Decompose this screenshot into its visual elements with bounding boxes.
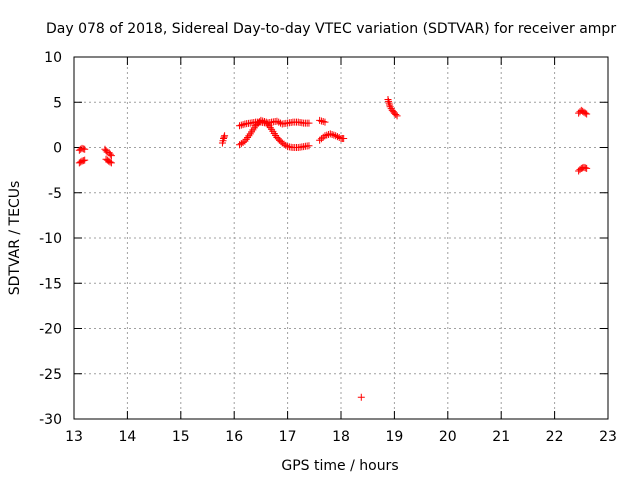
y-tick-label: -20 xyxy=(39,322,62,338)
data-point xyxy=(583,164,591,172)
data-point xyxy=(220,133,228,141)
data-points xyxy=(75,96,591,401)
data-point xyxy=(326,130,334,138)
x-tick-label: 17 xyxy=(279,429,297,445)
data-point xyxy=(236,141,244,149)
data-point xyxy=(239,138,247,146)
data-point xyxy=(262,118,270,126)
data-point xyxy=(384,96,392,104)
data-point xyxy=(257,116,265,124)
data-point xyxy=(583,110,591,118)
data-point xyxy=(107,159,115,167)
data-point xyxy=(328,131,336,139)
y-tick-label: -10 xyxy=(39,231,62,247)
x-axis: 13 14 15 16 17 18 19 20 21 22 23 xyxy=(65,57,617,445)
data-point xyxy=(319,133,327,141)
data-point xyxy=(305,142,313,150)
data-point xyxy=(236,122,244,130)
data-point xyxy=(107,152,115,160)
x-tick-label: 13 xyxy=(65,429,83,445)
x-tick-label: 18 xyxy=(332,429,350,445)
x-tick-label: 16 xyxy=(225,429,243,445)
data-point xyxy=(385,99,393,107)
y-tick-label: -5 xyxy=(48,186,62,202)
y-tick-label: -15 xyxy=(39,276,62,292)
x-tick-label: 21 xyxy=(492,429,510,445)
data-point xyxy=(323,131,331,139)
data-point xyxy=(280,140,288,148)
data-point xyxy=(221,132,229,140)
grid xyxy=(74,57,608,419)
data-point xyxy=(242,135,250,143)
x-tick-label: 19 xyxy=(385,429,403,445)
data-point xyxy=(340,134,348,142)
data-point xyxy=(332,132,340,140)
data-point xyxy=(305,119,313,127)
data-point xyxy=(386,103,394,111)
data-point xyxy=(264,120,272,128)
data-point xyxy=(321,118,329,126)
chart-title: Day 078 of 2018, Sidereal Day-to-day VTE… xyxy=(46,21,616,37)
y-tick-label: 5 xyxy=(53,95,62,111)
data-point xyxy=(319,118,327,126)
data-point xyxy=(321,132,329,140)
data-point xyxy=(275,118,283,126)
data-point xyxy=(316,116,324,124)
y-axis-label: SDTVAR / TECUs xyxy=(7,181,23,296)
data-point xyxy=(241,137,249,145)
data-point xyxy=(81,145,89,153)
data-point xyxy=(106,158,114,166)
x-tick-label: 15 xyxy=(172,429,190,445)
data-point xyxy=(245,132,253,140)
data-point xyxy=(237,121,245,129)
y-tick-label: 0 xyxy=(53,141,62,157)
data-point xyxy=(106,150,114,158)
data-point xyxy=(393,112,401,120)
x-tick-label: 23 xyxy=(599,429,617,445)
data-point xyxy=(266,124,274,132)
y-tick-label: 10 xyxy=(44,50,62,66)
data-point xyxy=(278,139,286,147)
y-tick-label: -30 xyxy=(39,412,62,428)
data-point xyxy=(239,121,247,129)
data-point xyxy=(265,122,273,130)
data-point xyxy=(316,136,324,144)
data-point xyxy=(317,117,325,125)
data-point xyxy=(237,140,245,148)
x-tick-label: 20 xyxy=(439,429,457,445)
data-point xyxy=(581,109,589,117)
y-axis: 10 5 0 -5 -10 -15 -20 -25 -30 xyxy=(39,50,608,428)
data-point xyxy=(386,101,394,109)
data-point xyxy=(244,134,252,142)
x-tick-label: 14 xyxy=(118,429,136,445)
data-point xyxy=(333,133,341,141)
y-tick-label: -25 xyxy=(39,367,62,383)
data-point xyxy=(392,110,400,118)
data-point xyxy=(357,393,365,401)
x-tick-label: 22 xyxy=(546,429,564,445)
data-point xyxy=(335,134,343,142)
data-point xyxy=(282,141,290,149)
data-point xyxy=(317,135,325,143)
x-axis-label: GPS time / hours xyxy=(281,458,398,474)
data-point xyxy=(81,156,89,164)
data-point xyxy=(330,131,338,139)
data-point xyxy=(385,97,393,105)
data-point xyxy=(273,117,281,125)
data-point xyxy=(259,117,267,125)
